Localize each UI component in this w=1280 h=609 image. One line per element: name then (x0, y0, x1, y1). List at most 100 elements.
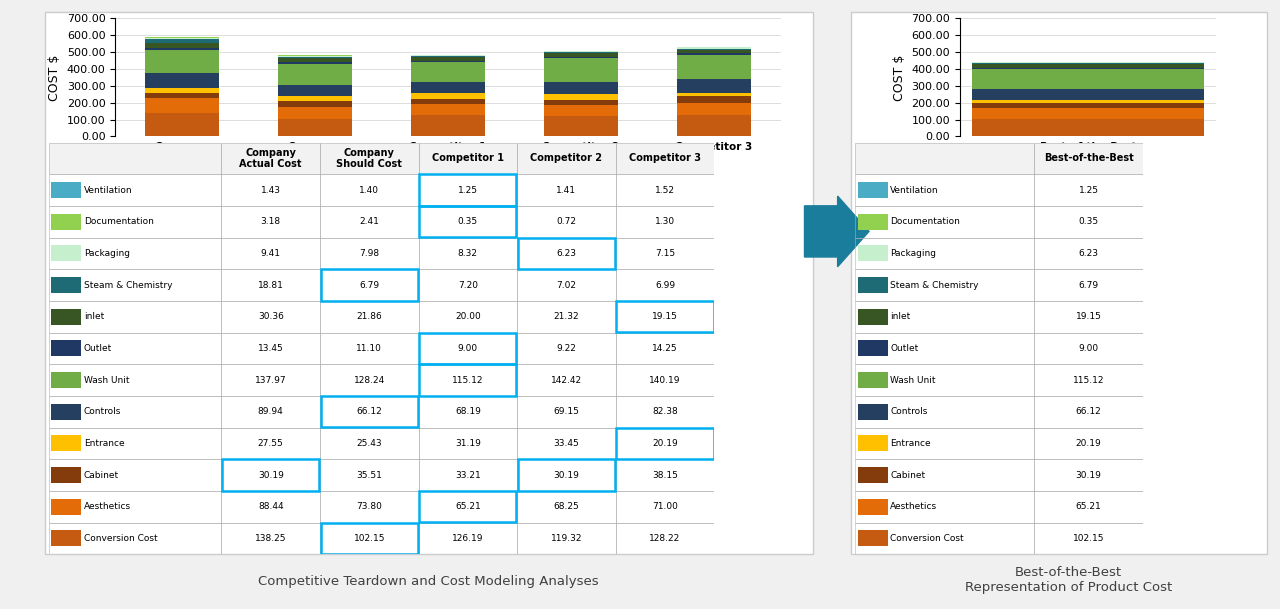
Bar (411, 104, 485, 115)
Text: 142.42: 142.42 (550, 376, 582, 384)
Bar (320, 491, 419, 523)
Bar (146, 40, 219, 43)
Bar (855, 428, 1034, 459)
Text: Conversion Cost: Conversion Cost (890, 534, 964, 543)
Bar (419, 333, 517, 364)
Bar (858, 404, 887, 420)
Text: 102.15: 102.15 (1073, 534, 1105, 543)
Text: Competitor 2: Competitor 2 (530, 153, 603, 163)
Bar (223, 460, 320, 491)
Bar (279, 57, 352, 58)
Bar (279, 119, 352, 136)
Text: 9.00: 9.00 (1079, 344, 1098, 353)
Bar (1034, 491, 1143, 523)
Bar (616, 364, 714, 396)
Bar (1034, 333, 1143, 364)
Text: 0.72: 0.72 (557, 217, 576, 226)
Bar (49, 206, 221, 238)
Bar (49, 143, 221, 174)
Bar (855, 143, 1034, 174)
Text: 140.19: 140.19 (649, 376, 681, 384)
Bar (221, 396, 320, 428)
Bar (517, 333, 616, 364)
Text: 1.25: 1.25 (1079, 186, 1098, 194)
Bar (616, 238, 714, 269)
Bar (419, 238, 517, 269)
Text: 2.41: 2.41 (360, 217, 379, 226)
Bar (855, 491, 1034, 523)
Bar (855, 396, 1034, 428)
Bar (1034, 301, 1143, 333)
Bar (855, 301, 1034, 333)
Bar (517, 364, 616, 396)
Bar (1034, 523, 1143, 554)
Bar (518, 460, 616, 491)
Bar (617, 428, 714, 459)
Bar (419, 491, 517, 523)
Bar (616, 333, 714, 364)
Text: 126.19: 126.19 (452, 534, 484, 543)
Text: 82.38: 82.38 (652, 407, 678, 416)
Bar (858, 277, 887, 293)
Text: 65.21: 65.21 (1075, 502, 1102, 511)
Bar (320, 364, 419, 396)
Bar (544, 53, 617, 57)
Bar (221, 364, 320, 396)
Bar (221, 491, 320, 523)
Bar (221, 301, 320, 333)
Bar (49, 396, 221, 428)
Bar (1034, 174, 1143, 206)
Bar (320, 333, 419, 364)
Bar (49, 174, 221, 206)
Text: 68.19: 68.19 (454, 407, 481, 416)
Bar (616, 206, 714, 238)
Bar (51, 499, 81, 515)
Text: 6.23: 6.23 (1079, 249, 1098, 258)
Bar (279, 62, 352, 63)
Bar (320, 523, 417, 554)
Bar (544, 57, 617, 58)
Text: 27.55: 27.55 (257, 439, 284, 448)
Text: 0.35: 0.35 (458, 217, 477, 226)
Bar (855, 333, 1034, 364)
Bar (517, 238, 616, 269)
Bar (517, 206, 616, 238)
Bar (320, 206, 419, 238)
Bar (320, 428, 419, 459)
Text: 7.15: 7.15 (655, 249, 675, 258)
Bar (49, 364, 221, 396)
Bar (419, 143, 517, 174)
Bar (677, 79, 750, 93)
Bar (51, 467, 81, 483)
Bar (517, 396, 616, 428)
FancyArrow shape (805, 196, 869, 267)
Bar (616, 428, 714, 459)
Text: 13.45: 13.45 (257, 344, 284, 353)
Text: Conversion Cost: Conversion Cost (83, 534, 157, 543)
Text: Outlet: Outlet (890, 344, 918, 353)
Text: Best-of-the-Best: Best-of-the-Best (1043, 153, 1134, 163)
Bar (677, 55, 750, 79)
Text: 128.24: 128.24 (353, 376, 385, 384)
Text: 71.00: 71.00 (652, 502, 678, 511)
Bar (858, 214, 887, 230)
Bar (51, 245, 81, 261)
Text: 7.02: 7.02 (557, 281, 576, 289)
Bar (279, 63, 352, 85)
Text: Aesthetics: Aesthetics (890, 502, 937, 511)
Bar (279, 55, 352, 57)
Bar (51, 182, 81, 198)
Text: 6.79: 6.79 (360, 281, 379, 289)
Text: 3.18: 3.18 (261, 217, 280, 226)
Bar (858, 340, 887, 356)
Bar (1034, 396, 1143, 428)
Text: 1.43: 1.43 (261, 186, 280, 194)
Text: 102.15: 102.15 (353, 534, 385, 543)
Bar (411, 93, 485, 99)
Text: 30.19: 30.19 (553, 471, 580, 479)
Bar (146, 38, 219, 40)
Bar (320, 396, 417, 428)
Bar (972, 68, 1204, 69)
Text: 20.00: 20.00 (454, 312, 481, 321)
Bar (419, 364, 517, 396)
